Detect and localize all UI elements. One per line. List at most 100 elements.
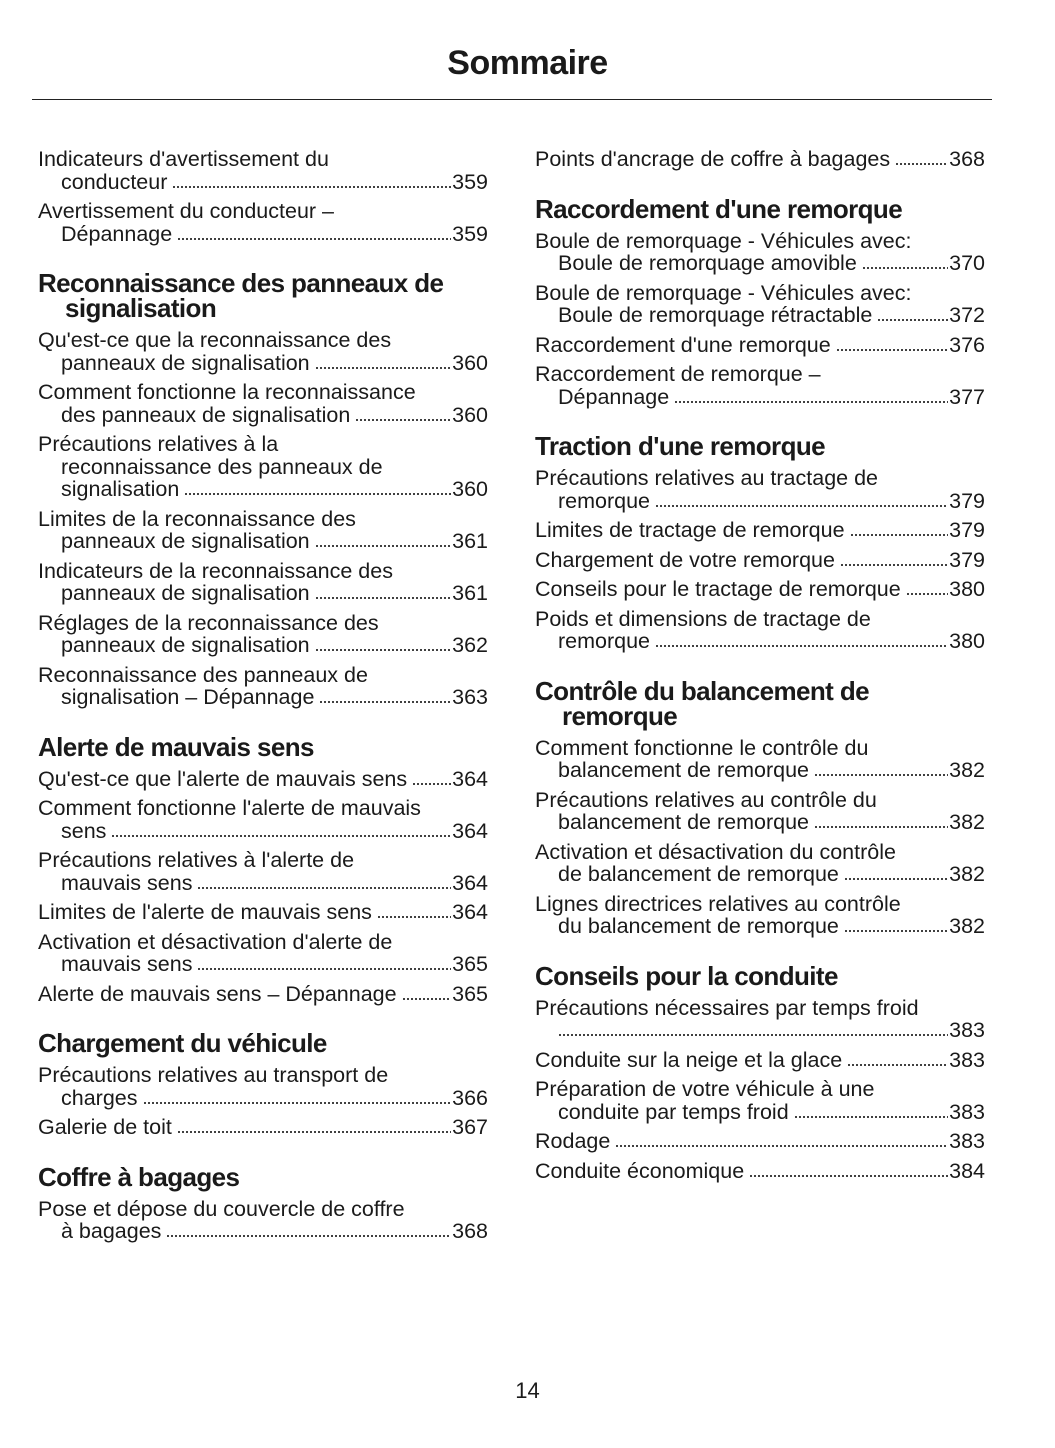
entry-line: du balancement de remorque 382 [535,915,985,938]
toc-section: Alerte de mauvais sens Qu'est-ce que l'al… [38,734,488,1006]
entry-line: Préparation de votre véhicule à une [535,1078,985,1101]
toc-entry: Limites de l'alerte de mauvais sens 364 [38,901,488,924]
entry-line: Conduite sur la neige et la glace 383 [535,1047,985,1072]
entry-line: Boule de remorquage - Véhicules avec: [535,229,985,253]
entry-line: Raccordement de remorque – [535,363,985,386]
dot-leader [895,162,949,166]
toc-entry: Précautions relatives à l'alerte de mauva… [38,849,488,894]
dot-leader [849,533,949,537]
toc-entry: Indicateurs de la reconnaissance des pann… [38,559,488,605]
entry-page: 359 [452,221,488,246]
entry-text: Précautions relatives au contrôle du [535,787,877,812]
toc-entry: Indicateurs d'avertissement du conducteur… [38,148,488,193]
entry-page: 359 [452,169,488,194]
page-title: Sommaire [447,44,608,82]
entry-text: Activation et désactivation du contrôle [535,839,896,864]
entry-text: panneaux de signalisation [61,350,310,375]
entry-line: Précautions relatives à la [38,433,488,456]
entry-text: Qu'est-ce que la reconnaissance des [38,328,392,352]
dot-leader [177,236,452,241]
entry-text: Boule de remorquage amovible [558,251,857,275]
entry-line: des panneaux de signalisation 360 [38,402,488,427]
dot-leader [319,700,452,704]
dot-leader [749,1173,949,1178]
entry-text: Précautions nécessaires par temps froid [535,995,919,1020]
entry-page: 382 [949,914,985,938]
section-heading: Traction d'une remorque [535,431,826,461]
entry-line: Alerte de mauvais sens – Dépannage 365 [38,982,488,1006]
toc-entry: Limites de la reconnaissance des panneaux… [38,507,488,553]
entry-text: conducteur [61,169,168,194]
entry-page: 382 [949,810,985,834]
entry-line: Boule de remorquage amovible 370 [535,252,985,275]
title-rule [32,99,992,100]
entry-page: 383 [949,1047,985,1072]
entry-page: 382 [949,862,985,886]
entry-text: du balancement de remorque [558,914,839,938]
entry-line: conduite par temps froid 383 [535,1100,985,1124]
dot-leader [376,915,452,919]
entry-page: 376 [949,332,985,357]
entry-text: de balancement de remorque [558,862,839,886]
dot-leader [172,184,452,189]
dot-leader [814,825,949,829]
entry-text: Chargement de votre remorque [535,547,835,572]
entry-page: 377 [949,384,985,409]
entry-page: 372 [949,303,985,327]
entry-text: Rodage [535,1129,611,1153]
toc-entry: Poids et dimensions de tractage de remorq… [535,607,985,653]
entry-line: mauvais sens 365 [38,953,488,976]
dot-leader [176,1130,452,1134]
entry-line: Reconnaissance des panneaux de [38,663,488,687]
entry-line: panneaux de signalisation 360 [38,350,488,375]
entry-page: 360 [452,402,488,427]
dot-leader [655,503,949,508]
toc-section: Contrôle du balancement de remorque Comme… [535,675,985,938]
dot-leader [839,562,949,567]
entry-line: Précautions nécessaires par temps froid [535,995,985,1020]
dot-leader [655,644,949,648]
section-heading: Reconnaissance des panneaux de signalisa… [38,268,444,323]
toc-entry: Raccordement de remorque – Dépannage 377 [535,363,985,408]
entry-page: 364 [452,900,488,924]
toc-entry: Réglages de la reconnaissance des panneau… [38,611,488,657]
dot-leader [142,1100,452,1105]
dot-leader [615,1144,949,1148]
toc-entry: Précautions nécessaires par temps froid 3… [535,995,985,1042]
entry-text: Précautions relatives à l'alerte de [38,848,355,872]
dot-leader [674,399,949,404]
entry-page: 379 [949,518,985,542]
entry-text: Qu'est-ce que l'alerte de mauvais sens [38,766,408,791]
entry-line: Rodage 383 [535,1130,985,1153]
toc-entry: Préparation de votre véhicule à une condu… [535,1078,985,1123]
entry-text: Dépannage [61,221,173,246]
toc-entry: Activation et désactivation d'alerte de m… [38,930,488,976]
entry-line: panneaux de signalisation 361 [38,582,488,605]
toc-section: Traction d'une remorque Précautions relat… [535,431,985,653]
section-heading: Contrôle du balancement de remorque [535,675,870,731]
entry-page: 379 [949,488,985,513]
entry-line: Dépannage 359 [38,221,488,246]
entry-line: panneaux de signalisation 362 [38,634,488,657]
toc-entry: Raccordement d'une remorque 376 [535,332,985,357]
dot-leader [843,929,949,933]
entry-line: Points d'ancrage de coffre à bagages 368 [535,148,985,171]
toc-entry: Qu'est-ce que l'alerte de mauvais sens 36… [38,766,488,791]
entry-line: Qu'est-ce que la reconnaissance des [38,329,488,352]
dot-leader [184,492,452,496]
dot-leader [558,1033,949,1037]
entry-text: Points d'ancrage de coffre à bagages [535,147,891,171]
entry-text: Précautions relatives au transport de [38,1063,389,1087]
dot-leader [843,877,949,881]
entry-text: balancement de remorque [558,758,809,782]
toc-column: Points d'ancrage de coffre à bagages 368 R… [535,148,985,1182]
toc-entry: Pose et dépose du couvercle de coffre à b… [38,1197,488,1243]
dot-leader [314,648,452,652]
toc-entry: Activation et désactivation du contrôle d… [535,839,985,886]
entry-line: conducteur 359 [38,169,488,194]
entry-text: Précautions relatives au tractage de [535,466,879,490]
toc-section: Reconnaissance des panneaux de signalisa… [38,268,488,709]
entry-line: Comment fonctionne l'alerte de mauvais [38,797,488,820]
toc-entry: Chargement de votre remorque 379 [535,547,985,572]
toc-entry: Comment fonctionne la reconnaissance des … [38,381,488,426]
